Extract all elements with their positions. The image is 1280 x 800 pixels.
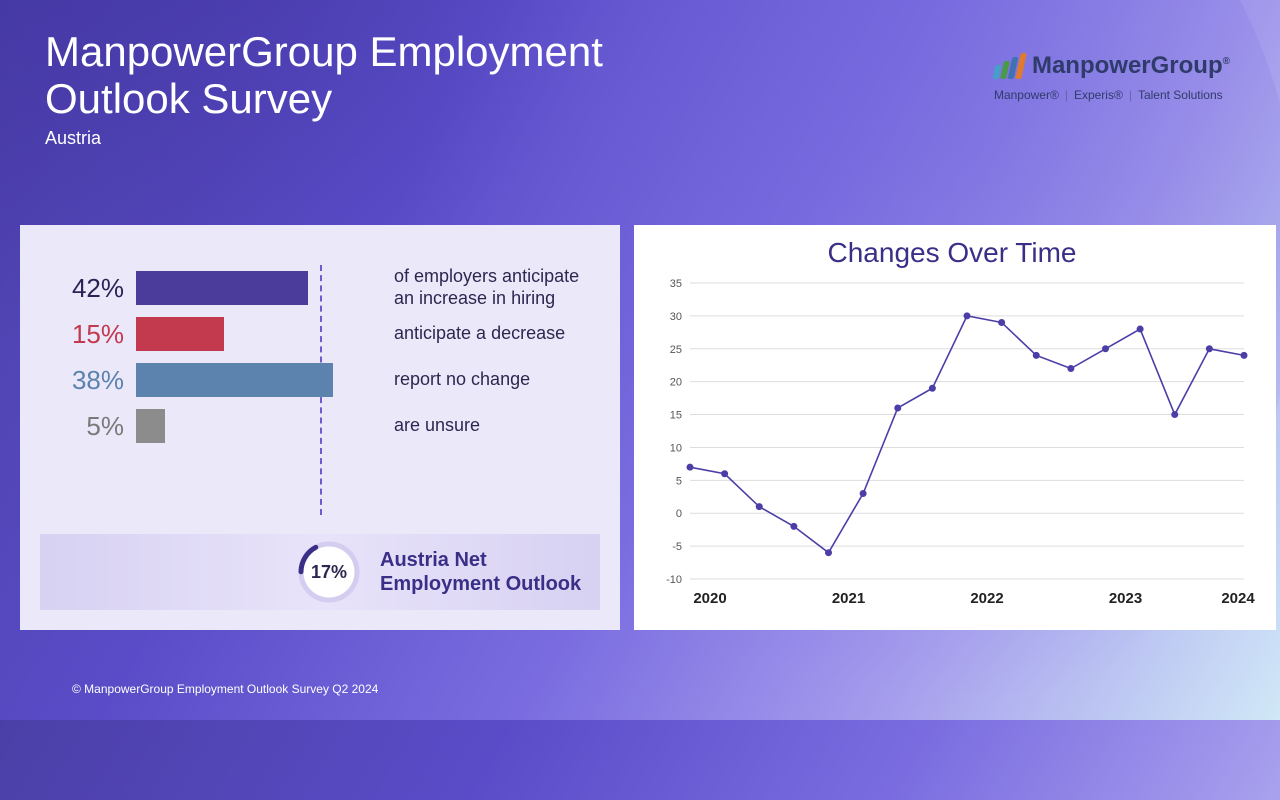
bar-track	[136, 363, 346, 397]
bar-fill	[136, 271, 308, 305]
svg-text:5: 5	[676, 475, 682, 487]
bar-track	[136, 409, 346, 443]
svg-text:15: 15	[670, 410, 682, 422]
svg-text:30: 30	[670, 311, 682, 323]
logo-text: ManpowerGroup®	[1032, 52, 1230, 80]
bar-fill	[136, 363, 333, 397]
page-title: ManpowerGroup Employment Outlook Survey	[45, 28, 603, 122]
bar-description: anticipate a decrease	[346, 323, 600, 345]
bar-description: are unsure	[346, 415, 600, 437]
bar-fill	[136, 317, 224, 351]
outlook-strip: 17% Austria NetEmployment Outlook	[40, 534, 600, 610]
bar-row: 15% anticipate a decrease	[40, 311, 600, 357]
bar-percent: 15%	[40, 319, 136, 350]
bar-track	[136, 317, 346, 351]
title-line-2: Outlook Survey	[45, 75, 332, 122]
brand-logo: ManpowerGroup® Manpower®|Experis®|Talent…	[994, 52, 1230, 102]
svg-text:2021: 2021	[832, 590, 865, 607]
svg-text:2023: 2023	[1109, 590, 1142, 607]
page-header: ManpowerGroup Employment Outlook Survey …	[45, 28, 603, 149]
bar-row: 42% of employers anticipate an increase i…	[40, 265, 600, 311]
logo-bars-icon	[994, 53, 1024, 79]
bar-panel: 42% of employers anticipate an increase i…	[20, 225, 620, 630]
page-subtitle: Austria	[45, 128, 603, 149]
svg-text:20: 20	[670, 377, 682, 389]
outlook-label: Austria NetEmployment Outlook	[380, 548, 581, 596]
svg-text:2022: 2022	[970, 590, 1003, 607]
svg-text:-10: -10	[666, 574, 682, 586]
logo-subbrands: Manpower®|Experis®|Talent Solutions	[994, 88, 1230, 102]
bar-fill	[136, 409, 165, 443]
bar-percent: 5%	[40, 411, 136, 442]
footer-text: © ManpowerGroup Employment Outlook Surve…	[72, 682, 378, 696]
bar-percent: 42%	[40, 273, 136, 304]
bar-description: report no change	[346, 369, 600, 391]
content-area: 42% of employers anticipate an increase i…	[20, 225, 1260, 630]
svg-text:-5: -5	[672, 541, 682, 553]
outlook-ring: 17%	[300, 543, 358, 601]
svg-text:2024: 2024	[1221, 590, 1255, 607]
svg-text:35: 35	[670, 278, 682, 290]
svg-text:0: 0	[676, 508, 682, 520]
svg-text:10: 10	[670, 442, 682, 454]
bar-row: 5% are unsure	[40, 403, 600, 449]
bar-track	[136, 271, 346, 305]
line-chart-panel: Changes Over Time -10 -5 0 5 10 15 20 25 30 35 202…	[634, 225, 1276, 630]
bar-row: 38% report no change	[40, 357, 600, 403]
bar-description: of employers anticipate an increase in h…	[346, 266, 600, 309]
svg-text:25: 25	[670, 344, 682, 356]
bar-list: 42% of employers anticipate an increase i…	[40, 265, 600, 449]
title-line-1: ManpowerGroup Employment	[45, 28, 603, 75]
bar-percent: 38%	[40, 365, 136, 396]
line-chart-title: Changes Over Time	[646, 237, 1258, 269]
svg-text:2020: 2020	[693, 590, 726, 607]
line-chart: -10 -5 0 5 10 15 20 25 30 35 2020 2021 2022 2023 2024	[646, 273, 1258, 613]
